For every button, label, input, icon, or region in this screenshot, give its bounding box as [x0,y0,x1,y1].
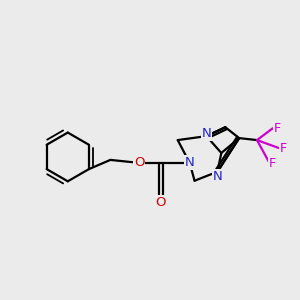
Text: F: F [269,158,276,170]
Text: N: N [185,156,194,170]
Text: F: F [274,122,281,135]
Text: N: N [212,170,222,183]
Text: N: N [202,127,211,140]
Text: O: O [156,196,166,209]
Text: F: F [280,142,287,154]
Text: O: O [134,156,144,170]
